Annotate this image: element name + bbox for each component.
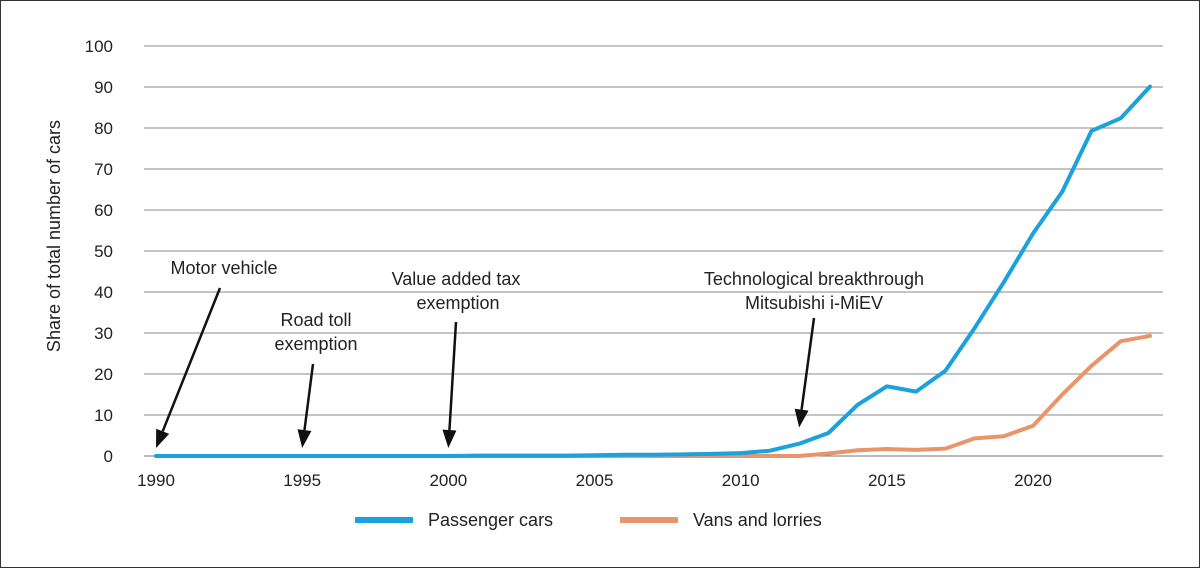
annotation-road-toll-line-1: Road toll bbox=[280, 310, 351, 330]
annotation-vat: Value added tax exemption bbox=[392, 269, 521, 448]
y-tick-label-80: 80 bbox=[94, 119, 113, 138]
annotation-road-toll: Road toll exemption bbox=[274, 310, 358, 448]
gridlines bbox=[144, 45, 1163, 457]
annotation-road-toll-line-2: exemption bbox=[274, 334, 357, 354]
legend-label-vans-and-lorries: Vans and lorries bbox=[693, 510, 822, 530]
annotation-vat-arrowhead bbox=[442, 429, 457, 448]
annotation-vat-line-2: exemption bbox=[416, 293, 499, 313]
annotation-motor-vehicle-arrowhead bbox=[156, 428, 170, 448]
x-axis-ticks: 1990 1995 2000 2005 2010 2015 2020 bbox=[137, 471, 1052, 490]
series-lines bbox=[154, 84, 1152, 458]
annotation-road-toll-arrow bbox=[303, 363, 315, 431]
x-tick-label-2000: 2000 bbox=[429, 471, 467, 490]
y-tick-label-40: 40 bbox=[94, 283, 113, 302]
annotation-motor-vehicle-arrow bbox=[161, 287, 222, 432]
annotation-tech-breakthrough: Technological breakthrough Mitsubishi i-… bbox=[704, 269, 924, 428]
x-tick-label-2020: 2020 bbox=[1014, 471, 1052, 490]
x-tick-label-1990: 1990 bbox=[137, 471, 175, 490]
y-tick-label-70: 70 bbox=[94, 160, 113, 179]
annotation-vat-arrow bbox=[448, 321, 458, 431]
legend-label-passenger-cars: Passenger cars bbox=[428, 510, 553, 530]
y-tick-label-10: 10 bbox=[94, 406, 113, 425]
y-axis-ticks: 0 10 20 30 40 50 60 70 80 90 100 bbox=[85, 37, 113, 466]
y-tick-label-30: 30 bbox=[94, 324, 113, 343]
y-tick-label-0: 0 bbox=[104, 447, 113, 466]
annotation-tech-arrowhead bbox=[794, 408, 809, 428]
x-tick-label-2005: 2005 bbox=[576, 471, 614, 490]
x-tick-label-2010: 2010 bbox=[722, 471, 760, 490]
annotation-tech-arrow bbox=[800, 317, 816, 410]
y-tick-label-50: 50 bbox=[94, 242, 113, 261]
y-tick-label-60: 60 bbox=[94, 201, 113, 220]
series-line-passenger-cars bbox=[154, 84, 1152, 458]
annotation-tech-line-1: Technological breakthrough bbox=[704, 269, 924, 289]
y-tick-label-90: 90 bbox=[94, 78, 113, 97]
legend: Passenger cars Vans and lorries bbox=[355, 510, 822, 530]
y-tick-label-100: 100 bbox=[85, 37, 113, 56]
y-tick-label-20: 20 bbox=[94, 365, 113, 384]
x-tick-label-2015: 2015 bbox=[868, 471, 906, 490]
annotation-road-toll-arrowhead bbox=[297, 429, 312, 448]
annotation-motor-vehicle: Motor vehicle bbox=[156, 258, 278, 448]
y-axis-label: Share of total number of cars bbox=[44, 120, 64, 352]
x-tick-label-1995: 1995 bbox=[283, 471, 321, 490]
annotation-vat-line-1: Value added tax bbox=[392, 269, 521, 289]
annotation-tech-line-2: Mitsubishi i-MiEV bbox=[745, 293, 883, 313]
annotation-motor-vehicle-line-1: Motor vehicle bbox=[170, 258, 277, 278]
